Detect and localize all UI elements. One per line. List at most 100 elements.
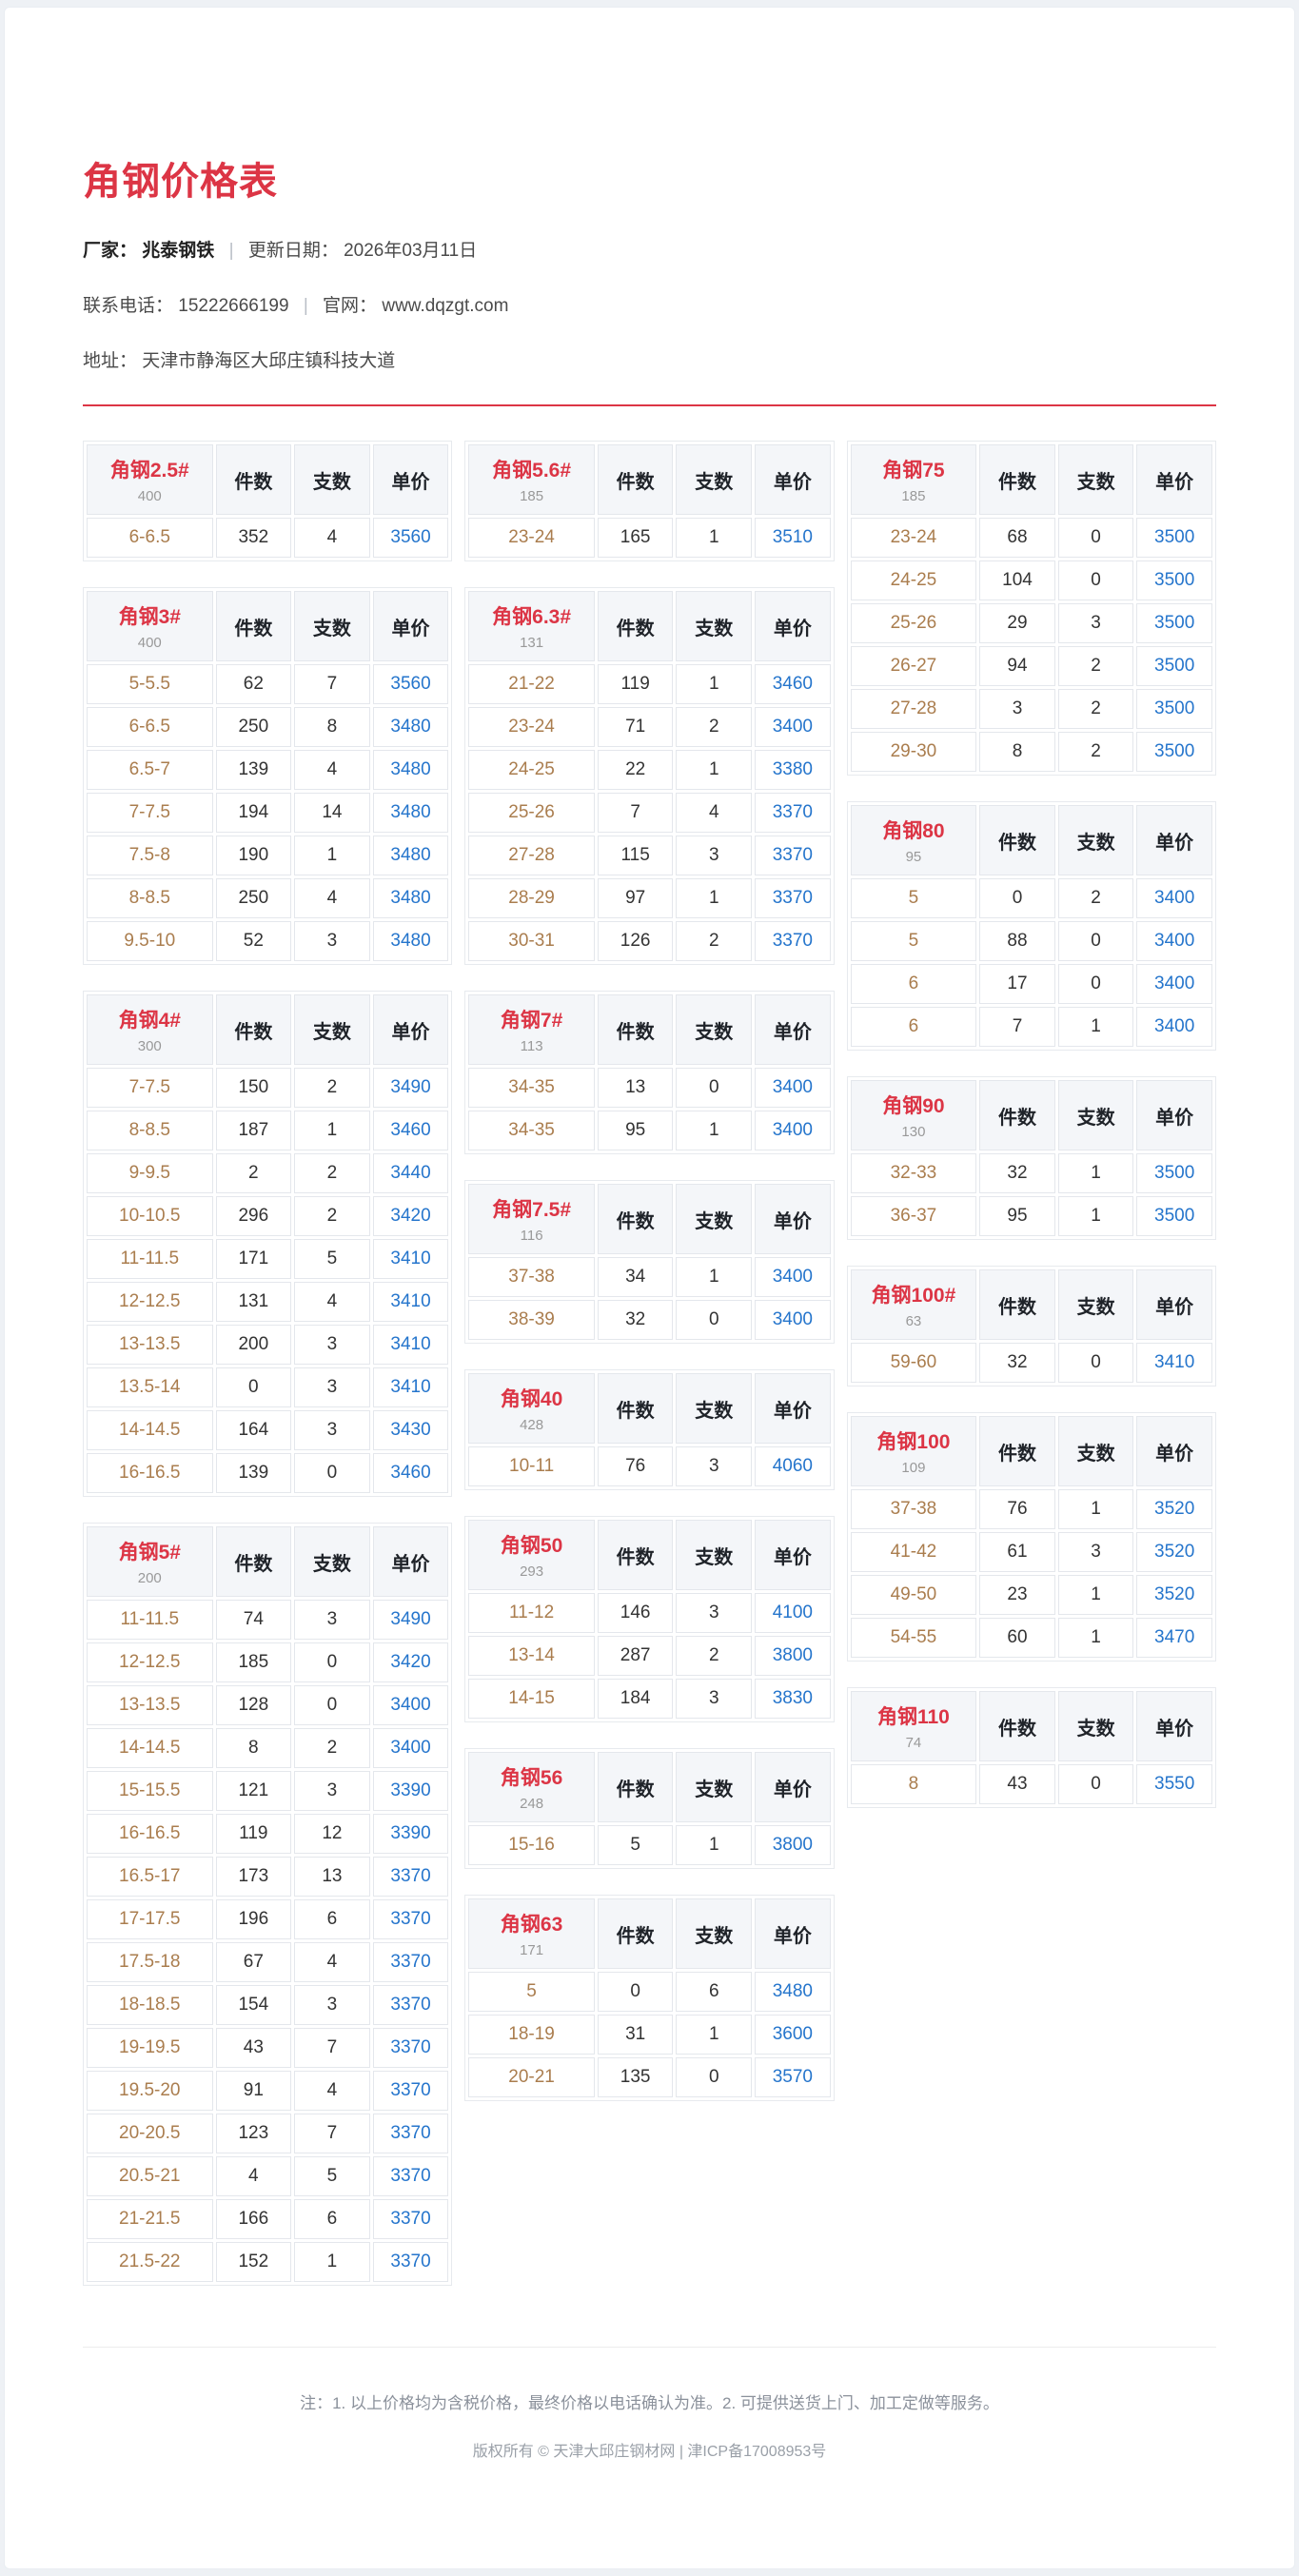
table-title-cell: 角钢90 130 — [850, 1080, 977, 1150]
table-name: 角钢5# — [118, 1542, 181, 1563]
qty-cell: 5 — [597, 1825, 674, 1865]
factory-label: 厂家： — [83, 241, 138, 261]
column-header: 件数 — [979, 1080, 1055, 1150]
price-cell: 3410 — [372, 1239, 449, 1279]
size-cell: 34-35 — [468, 1111, 595, 1150]
table-spec: 63 — [905, 1313, 922, 1329]
table-name: 角钢56 — [500, 1767, 563, 1789]
price-cell: 3460 — [372, 1453, 449, 1493]
table-spec: 130 — [901, 1124, 926, 1140]
table-row: 34-35 13 0 3400 — [468, 1068, 831, 1108]
qty-cell: 7 — [979, 1007, 1055, 1047]
table-spec: 171 — [520, 1942, 544, 1958]
count-cell: 3 — [1057, 603, 1134, 643]
qty-cell: 8 — [979, 732, 1055, 772]
price-table: 角钢5.6# 185 件数 支数 单价 23-24 165 1 3510 — [464, 441, 835, 561]
price-table: 角钢100# 63 件数 支数 单价 59-60 32 0 3410 — [846, 1266, 1216, 1386]
table-name: 角钢6.3# — [492, 606, 572, 628]
price-cell: 3400 — [1136, 921, 1212, 961]
size-cell: 19-19.5 — [87, 2028, 213, 2068]
price-cell: 3500 — [1136, 518, 1212, 558]
qty-cell: 62 — [215, 664, 292, 704]
qty-cell: 13 — [597, 1068, 674, 1108]
column-header: 件数 — [979, 1269, 1055, 1340]
factory-name: 兆泰钢铁 — [142, 241, 215, 261]
qty-cell: 3 — [979, 689, 1055, 729]
price-cell: 3460 — [755, 664, 831, 704]
count-cell: 2 — [294, 1196, 370, 1236]
size-cell: 24-25 — [850, 560, 977, 600]
price-cell: 3370 — [372, 2114, 449, 2153]
qty-cell: 164 — [215, 1410, 292, 1450]
table-name: 角钢110 — [876, 1706, 950, 1728]
size-cell: 23-24 — [850, 518, 977, 558]
qty-cell: 43 — [979, 1764, 1055, 1804]
count-cell: 6 — [294, 2199, 370, 2239]
size-cell: 11-11.5 — [87, 1600, 213, 1640]
count-cell: 3 — [676, 836, 753, 875]
table-name: 角钢40 — [500, 1388, 563, 1410]
price-cell: 3560 — [372, 664, 449, 704]
count-cell: 2 — [1057, 646, 1134, 686]
count-cell: 0 — [1057, 1764, 1134, 1804]
table-title-cell: 角钢7# 113 — [468, 994, 595, 1065]
size-cell: 8-8.5 — [87, 878, 213, 918]
table-header-row: 角钢7.5# 116 件数 支数 单价 — [468, 1184, 831, 1254]
table-spec: 95 — [905, 849, 922, 865]
count-cell: 3 — [294, 1600, 370, 1640]
footer-copyright: 版权所有 © 天津大邱庄钢材网 | 津ICP备17008953号 — [472, 2444, 827, 2460]
column-header: 件数 — [597, 1520, 674, 1590]
count-cell: 0 — [1057, 964, 1134, 1004]
meta-address-line: 地址： 天津市静海区大邱庄镇科技大道 — [83, 346, 1216, 372]
table-row: 14-14.5 8 2 3400 — [87, 1728, 449, 1768]
count-cell: 0 — [294, 1685, 370, 1725]
price-cell: 3520 — [1136, 1532, 1212, 1572]
table-row: 20-20.5 123 7 3370 — [87, 2114, 449, 2153]
table-header-row: 角钢100 109 件数 支数 单价 — [850, 1416, 1212, 1486]
size-cell: 23-24 — [468, 518, 595, 558]
table-title-cell: 角钢75 185 — [850, 444, 977, 515]
size-cell: 21-21.5 — [87, 2199, 213, 2239]
table-row: 13-13.5 128 0 3400 — [87, 1685, 449, 1725]
size-cell: 11-11.5 — [87, 1239, 213, 1279]
table-title-cell: 角钢40 428 — [468, 1373, 595, 1444]
count-cell: 1 — [294, 2242, 370, 2282]
table-row: 14-14.5 164 3 3430 — [87, 1410, 449, 1450]
price-table: 角钢75 185 件数 支数 单价 23-24 68 0 3500 24-25 104 0 3500 25… — [846, 441, 1216, 776]
footer-note: 注：1. 以上价格均为含税价格，最终价格以电话确认为准。2. 可提供送货上门、加… — [300, 2394, 999, 2412]
size-cell: 13-13.5 — [87, 1325, 213, 1365]
price-table: 角钢5# 200 件数 支数 单价 11-11.5 74 3 3490 12-12.5 185 0 34… — [83, 1523, 453, 2286]
qty-cell: 139 — [215, 750, 292, 790]
table-row: 12-12.5 131 4 3410 — [87, 1282, 449, 1322]
column-header: 支数 — [676, 994, 753, 1065]
count-cell: 13 — [294, 1857, 370, 1897]
qty-cell: 139 — [215, 1453, 292, 1493]
column-header: 支数 — [676, 444, 753, 515]
column-header: 支数 — [676, 1520, 753, 1590]
count-cell: 4 — [676, 793, 753, 833]
qty-cell: 250 — [215, 707, 292, 747]
address-value: 天津市静海区大邱庄镇科技大道 — [142, 351, 396, 371]
table-row: 13-14 287 2 3800 — [468, 1636, 831, 1676]
table-row: 5 0 6 3480 — [468, 1972, 831, 2012]
table-row: 21-22 119 1 3460 — [468, 664, 831, 704]
price-cell: 3370 — [372, 1899, 449, 1939]
price-cell: 3520 — [1136, 1489, 1212, 1529]
table-row: 37-38 76 1 3520 — [850, 1489, 1212, 1529]
size-cell: 38-39 — [468, 1300, 595, 1340]
price-cell: 3500 — [1136, 689, 1212, 729]
site-url: www.dqzgt.com — [382, 296, 509, 316]
table-spec: 400 — [137, 635, 162, 651]
table-name: 角钢7# — [500, 1010, 563, 1032]
column-header: 单价 — [1136, 1691, 1212, 1761]
count-cell: 1 — [1057, 1618, 1134, 1658]
size-cell: 16-16.5 — [87, 1814, 213, 1854]
qty-cell: 23 — [979, 1575, 1055, 1615]
column-header: 单价 — [1136, 1080, 1212, 1150]
table-name: 角钢90 — [882, 1095, 945, 1117]
price-cell: 3560 — [372, 518, 449, 558]
count-cell: 1 — [294, 836, 370, 875]
size-cell: 5 — [850, 921, 977, 961]
table-row: 16-16.5 139 0 3460 — [87, 1453, 449, 1493]
count-cell: 1 — [1057, 1196, 1134, 1236]
